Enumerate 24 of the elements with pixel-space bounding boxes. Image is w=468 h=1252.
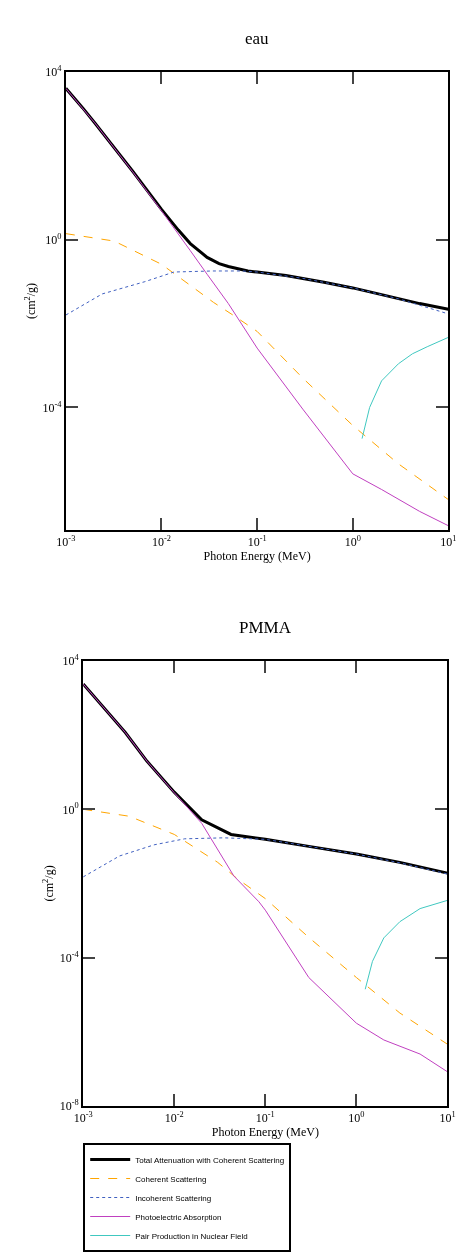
x-axis-title: Photon Energy (MeV) xyxy=(203,549,311,564)
y-tick-label: 10$^{4}$ xyxy=(45,64,63,80)
x-tick-label: 10$^{-1}$ xyxy=(247,534,267,550)
x-tick-label: 10$^{-2}$ xyxy=(152,534,171,550)
chart-title: PMMA xyxy=(239,618,292,637)
chart-title: eau xyxy=(245,29,270,48)
legend-label: Pair Production in Nuclear Field xyxy=(135,1231,248,1241)
x-tick-label: 10$^{-3}$ xyxy=(56,534,76,550)
legend-label: Coherent Scattering xyxy=(135,1174,207,1184)
x-tick-label: 10$^{-1}$ xyxy=(255,1110,275,1126)
y-tick-label: 10$^{0}$ xyxy=(62,801,79,817)
x-axis-title: Photon Energy (MeV) xyxy=(211,1125,319,1140)
x-tick-label: 10$^{-2}$ xyxy=(164,1110,184,1126)
y-tick-label: 10$^{-4}$ xyxy=(42,399,63,415)
y-tick-label: 10$^{0}$ xyxy=(45,231,62,247)
x-tick-label: 10$^{0}$ xyxy=(348,1110,365,1126)
x-tick-label: 10$^{0}$ xyxy=(344,534,361,550)
y-tick-label: 10$^{-4}$ xyxy=(59,949,80,965)
legend-label: Incoherent Scattering xyxy=(135,1193,212,1203)
legend-label: Total Attenuation with Coherent Scattering xyxy=(135,1155,285,1165)
legend-label: Photoelectric Absorption xyxy=(135,1212,222,1222)
x-tick-label: 10$^{1}$ xyxy=(440,534,457,550)
y-tick-label: 10$^{4}$ xyxy=(62,653,80,669)
x-tick-label: 10$^{1}$ xyxy=(439,1110,456,1126)
